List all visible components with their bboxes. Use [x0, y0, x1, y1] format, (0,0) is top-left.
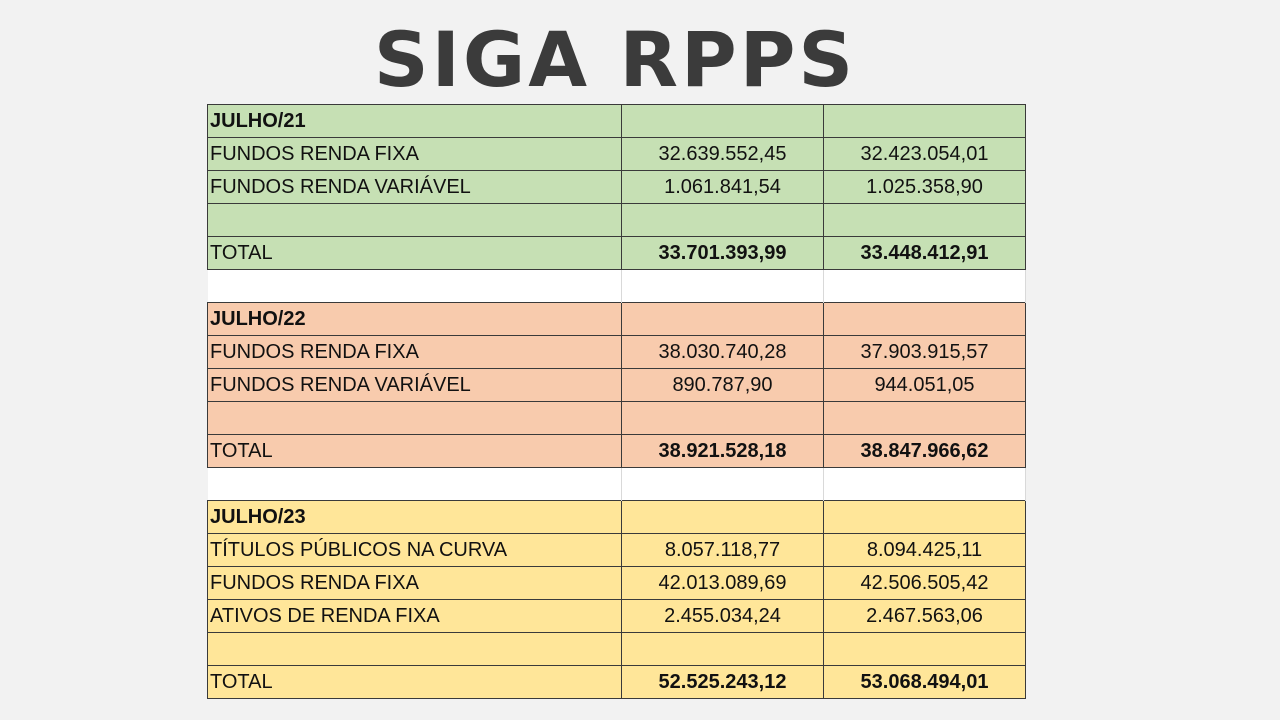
empty-cell [207, 203, 622, 237]
empty-cell [621, 632, 824, 666]
total-row: TOTAL 52.525.243,12 53.068.494,01 [207, 665, 1026, 699]
table-row: FUNDOS RENDA VARIÁVEL 890.787,90 944.051… [207, 368, 1026, 402]
empty-cell [207, 467, 622, 501]
value-cell-b: 2.467.563,06 [823, 599, 1026, 633]
total-value-a: 38.921.528,18 [621, 434, 824, 468]
empty-row [207, 203, 1026, 237]
slide-title: SIGA RPPS [373, 15, 857, 104]
empty-cell [621, 467, 824, 501]
total-label: TOTAL [207, 236, 622, 270]
table-row: TÍTULOS PÚBLICOS NA CURVA 8.057.118,77 8… [207, 533, 1026, 567]
value-cell-b: 32.423.054,01 [823, 137, 1026, 171]
table-row: FUNDOS RENDA FIXA 32.639.552,45 32.423.0… [207, 137, 1026, 171]
investment-table: JULHO/21 FUNDOS RENDA FIXA 32.639.552,45… [207, 104, 1026, 699]
table-row: FUNDOS RENDA VARIÁVEL 1.061.841,54 1.025… [207, 170, 1026, 204]
value-cell-b: 1.025.358,90 [823, 170, 1026, 204]
total-value-a: 33.701.393,99 [621, 236, 824, 270]
row-label: FUNDOS RENDA VARIÁVEL [207, 170, 622, 204]
row-label: ATIVOS DE RENDA FIXA [207, 599, 622, 633]
table-row: FUNDOS RENDA FIXA 38.030.740,28 37.903.9… [207, 335, 1026, 369]
empty-cell [207, 269, 622, 303]
empty-cell [823, 467, 1026, 501]
spacer-row [207, 269, 1026, 303]
value-cell-a: 32.639.552,45 [621, 137, 824, 171]
empty-cell [621, 203, 824, 237]
empty-cell [823, 500, 1026, 534]
empty-row [207, 401, 1026, 435]
value-cell-b: 944.051,05 [823, 368, 1026, 402]
value-cell-a: 2.455.034,24 [621, 599, 824, 633]
section-header-label: JULHO/23 [207, 500, 622, 534]
empty-cell [621, 401, 824, 435]
value-cell-b: 42.506.505,42 [823, 566, 1026, 600]
row-label: FUNDOS RENDA VARIÁVEL [207, 368, 622, 402]
value-cell-b: 8.094.425,11 [823, 533, 1026, 567]
empty-cell [823, 401, 1026, 435]
total-row: TOTAL 38.921.528,18 38.847.966,62 [207, 434, 1026, 468]
section-header-label: JULHO/22 [207, 302, 622, 336]
table-row: FUNDOS RENDA FIXA 42.013.089,69 42.506.5… [207, 566, 1026, 600]
table-row: ATIVOS DE RENDA FIXA 2.455.034,24 2.467.… [207, 599, 1026, 633]
total-label: TOTAL [207, 434, 622, 468]
value-cell-a: 42.013.089,69 [621, 566, 824, 600]
row-label: FUNDOS RENDA FIXA [207, 335, 622, 369]
empty-cell [823, 269, 1026, 303]
empty-cell [823, 104, 1026, 138]
empty-cell [621, 302, 824, 336]
value-cell-a: 1.061.841,54 [621, 170, 824, 204]
total-value-b: 53.068.494,01 [823, 665, 1026, 699]
total-row: TOTAL 33.701.393,99 33.448.412,91 [207, 236, 1026, 270]
empty-cell [823, 632, 1026, 666]
row-label: FUNDOS RENDA FIXA [207, 137, 622, 171]
total-value-a: 52.525.243,12 [621, 665, 824, 699]
section-header-row: JULHO/22 [207, 302, 1026, 336]
empty-cell [207, 401, 622, 435]
empty-cell [621, 269, 824, 303]
section-header-row: JULHO/23 [207, 500, 1026, 534]
empty-cell [823, 302, 1026, 336]
section-header-row: JULHO/21 [207, 104, 1026, 138]
total-label: TOTAL [207, 665, 622, 699]
empty-cell [207, 632, 622, 666]
spacer-row [207, 467, 1026, 501]
empty-cell [823, 203, 1026, 237]
value-cell-a: 38.030.740,28 [621, 335, 824, 369]
row-label: TÍTULOS PÚBLICOS NA CURVA [207, 533, 622, 567]
value-cell-a: 890.787,90 [621, 368, 824, 402]
row-label: FUNDOS RENDA FIXA [207, 566, 622, 600]
value-cell-a: 8.057.118,77 [621, 533, 824, 567]
total-value-b: 33.448.412,91 [823, 236, 1026, 270]
empty-cell [621, 104, 824, 138]
section-header-label: JULHO/21 [207, 104, 622, 138]
empty-cell [621, 500, 824, 534]
value-cell-b: 37.903.915,57 [823, 335, 1026, 369]
total-value-b: 38.847.966,62 [823, 434, 1026, 468]
empty-row [207, 632, 1026, 666]
